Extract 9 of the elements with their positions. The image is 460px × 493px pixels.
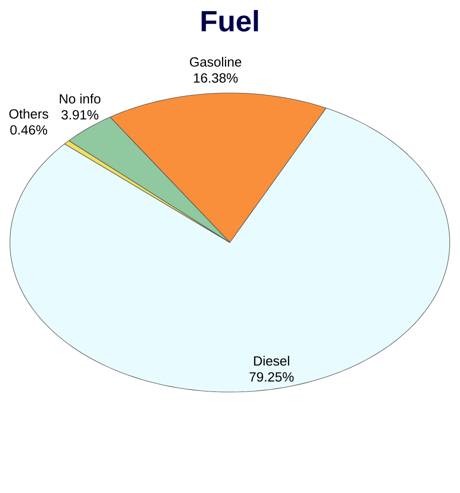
data-label: 0.46% <box>10 125 48 135</box>
data-label: 16.38% <box>194 73 238 83</box>
chart-title: Fuel <box>202 10 258 32</box>
data-label: 79.25% <box>250 372 294 382</box>
slice-label: Others <box>9 108 48 119</box>
slice-label: No info <box>60 94 101 104</box>
slice-label: Diesel <box>254 356 290 366</box>
slice-label: Gasoline <box>190 56 242 67</box>
data-label: 3.91% <box>62 110 98 120</box>
